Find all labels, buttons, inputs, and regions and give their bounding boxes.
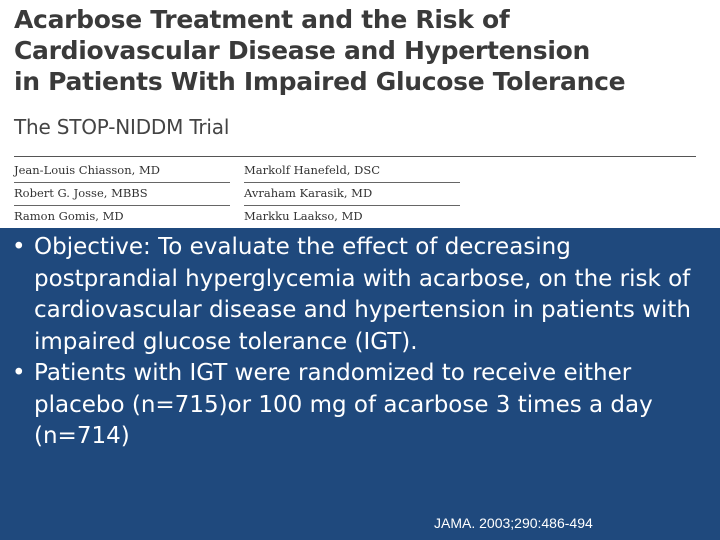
paper-title-line: Acarbose Treatment and the Risk of — [14, 5, 510, 34]
author-list-left: Jean-Louis Chiasson, MD Robert G. Josse,… — [14, 160, 230, 229]
author-name: Markolf Hanefeld, DSC — [244, 160, 460, 183]
bullet-text: Objective: To evaluate the effect of dec… — [34, 234, 691, 355]
paper-title-line: Cardiovascular Disease and Hypertension — [14, 36, 590, 65]
author-name: Robert G. Josse, MBBS — [14, 183, 230, 206]
author-list-right: Markolf Hanefeld, DSC Avraham Karasik, M… — [244, 160, 460, 229]
author-name: Jean-Louis Chiasson, MD — [14, 160, 230, 183]
citation: JAMA. 2003;290:486-494 — [434, 515, 593, 531]
paper-title: Acarbose Treatment and the Risk of Cardi… — [14, 4, 704, 97]
content-panel — [0, 228, 720, 540]
author-name: Markku Laakso, MD — [244, 206, 460, 229]
bullet-item: • Patients with IGT were randomized to r… — [12, 358, 702, 453]
bullet-list: • Objective: To evaluate the effect of d… — [12, 232, 702, 453]
bullet-icon: • — [12, 360, 26, 386]
paper-title-line: in Patients With Impaired Glucose Tolera… — [14, 67, 626, 96]
bullet-icon: • — [12, 234, 26, 260]
author-name: Ramon Gomis, MD — [14, 206, 230, 229]
paper-header-image: Acarbose Treatment and the Risk of Cardi… — [0, 0, 720, 229]
paper-subtitle: The STOP-NIDDM Trial — [14, 115, 230, 139]
author-name: Avraham Karasik, MD — [244, 183, 460, 206]
bullet-text: Patients with IGT were randomized to rec… — [34, 360, 653, 449]
header-divider — [14, 156, 696, 157]
bullet-item: • Objective: To evaluate the effect of d… — [12, 232, 702, 358]
